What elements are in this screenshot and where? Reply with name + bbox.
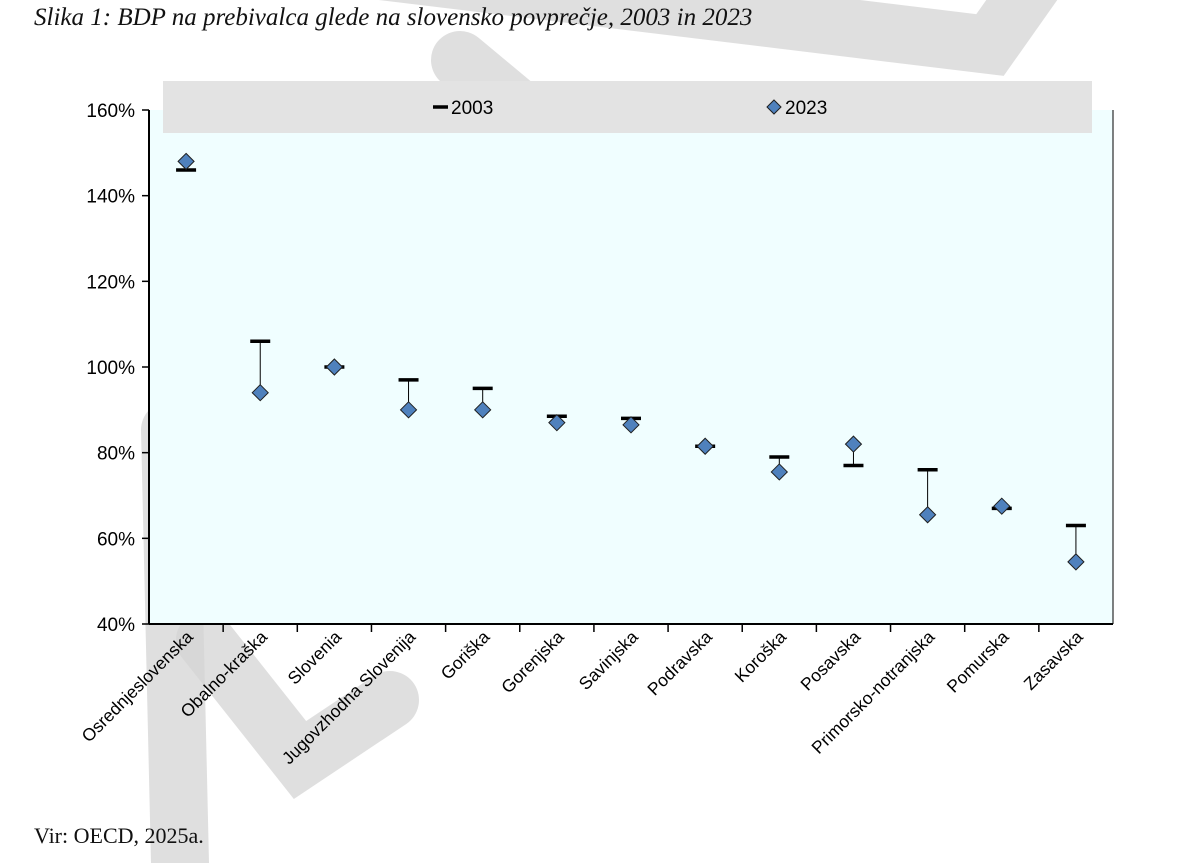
x-category-label: Podravska bbox=[643, 627, 716, 700]
x-category-label: Osrednjeslovenska bbox=[78, 626, 198, 746]
y-tick-label: 40% bbox=[97, 615, 135, 636]
marker-2023 bbox=[993, 497, 1011, 515]
marker-2023 bbox=[473, 401, 492, 419]
legend-2023-label: 2023 bbox=[785, 98, 827, 119]
x-category-label: Jugovzhodna Slovenija bbox=[278, 627, 420, 769]
plot-area bbox=[149, 110, 1113, 624]
x-category-label: Zasavska bbox=[1020, 626, 1087, 693]
y-tick-label: 80% bbox=[97, 444, 135, 465]
marker-2023 bbox=[1067, 553, 1085, 571]
x-category-label: Savinjska bbox=[575, 627, 642, 694]
x-category-label: Goriška bbox=[437, 627, 494, 684]
y-tick-label: 60% bbox=[97, 529, 135, 550]
marker-2023 bbox=[844, 435, 863, 453]
x-category-label: Pomurska bbox=[943, 627, 1013, 697]
y-tick-label: 140% bbox=[86, 187, 135, 208]
figure-caption: Slika 1: BDP na prebivalca glede na slov… bbox=[34, 4, 753, 31]
marker-2023 bbox=[548, 413, 566, 432]
y-tick-label: 120% bbox=[86, 272, 135, 293]
x-category-label: Koroška bbox=[731, 627, 791, 687]
y-tick-label: 100% bbox=[86, 358, 135, 379]
marker-2023 bbox=[399, 401, 418, 419]
chart: 40% 60% 80% 100% 120% 140% 160% Osrednjesloven… bbox=[78, 81, 1114, 769]
marker-2023 bbox=[770, 463, 789, 481]
legend-background bbox=[163, 81, 1092, 133]
marker-2023 bbox=[622, 416, 640, 434]
x-category-label: Posavska bbox=[796, 627, 864, 695]
x-category-label: Gorenjska bbox=[497, 627, 568, 698]
marker-2023 bbox=[918, 506, 937, 524]
y-tick-label: 160% bbox=[86, 101, 135, 122]
legend-2023-marker bbox=[766, 99, 782, 115]
source-note: Vir: OECD, 2025a. bbox=[34, 823, 204, 848]
legend-2003-label: 2003 bbox=[451, 98, 493, 119]
marker-2023 bbox=[177, 152, 195, 171]
marker-2023 bbox=[696, 437, 714, 455]
marker-2023 bbox=[251, 383, 269, 402]
x-category-label: Primorsko-notranjska bbox=[807, 626, 938, 757]
marker-2023 bbox=[325, 358, 344, 376]
legend: 2003 2023 bbox=[163, 81, 1092, 133]
x-category-label: Slovenia bbox=[284, 627, 346, 689]
